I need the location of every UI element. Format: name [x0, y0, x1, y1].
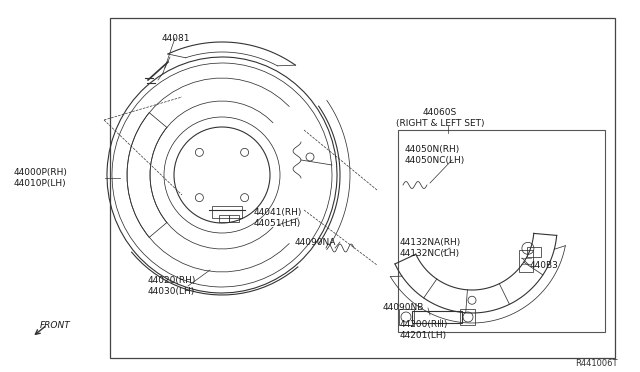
Text: FRONT: FRONT	[40, 321, 70, 330]
Bar	[412, 311, 462, 323]
Bar	[519, 250, 533, 272]
Text: 44060S
(RIGHT & LEFT SET): 44060S (RIGHT & LEFT SET)	[396, 108, 484, 128]
Text: R441006T: R441006T	[575, 359, 618, 368]
Text: 44090NB: 44090NB	[383, 304, 424, 312]
Bar	[399, 309, 414, 325]
Text: 44200(RH)
44201(LH): 44200(RH) 44201(LH)	[400, 320, 449, 340]
Text: 44020(RH)
44030(LH): 44020(RH) 44030(LH)	[148, 276, 196, 296]
Text: 44050N(RH)
44050NC(LH): 44050N(RH) 44050NC(LH)	[405, 145, 465, 165]
Text: 440B3: 440B3	[530, 260, 559, 269]
Text: 44081: 44081	[162, 33, 191, 42]
Bar	[219, 215, 229, 222]
Bar	[229, 215, 239, 222]
Bar	[460, 309, 475, 325]
Bar	[398, 130, 605, 332]
Bar	[110, 18, 615, 358]
Text: 44000P(RH)
44010P(LH): 44000P(RH) 44010P(LH)	[14, 168, 68, 188]
Text: 44090NA: 44090NA	[295, 237, 337, 247]
Bar	[527, 247, 541, 257]
Bar	[212, 206, 242, 218]
Text: 44132NA(RH)
44132NC(LH): 44132NA(RH) 44132NC(LH)	[400, 238, 461, 258]
Text: 44041(RH)
44051(LH): 44041(RH) 44051(LH)	[254, 208, 302, 228]
